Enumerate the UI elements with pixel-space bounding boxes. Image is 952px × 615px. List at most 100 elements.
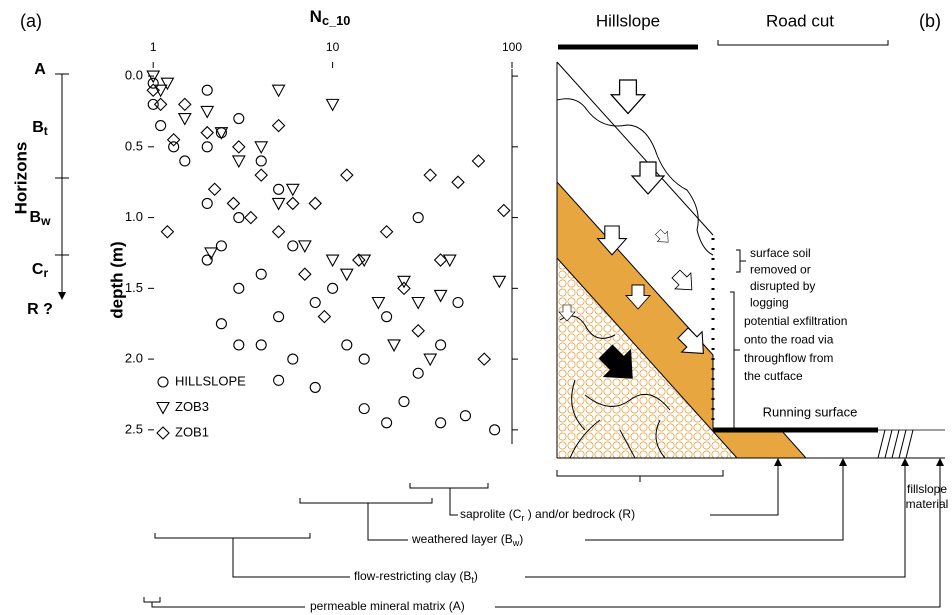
road-cut-label: Road cut bbox=[766, 11, 834, 30]
arrow bbox=[585, 458, 847, 541]
legend-label: HILLSLOPE bbox=[175, 373, 246, 388]
annotation: onto the road via bbox=[744, 332, 834, 346]
point bbox=[477, 352, 491, 366]
horizon-ticks bbox=[55, 73, 69, 256]
annotation: disrupted by bbox=[750, 279, 815, 293]
horizons-title: Horizons bbox=[11, 142, 30, 215]
x-axis-title-part: c_10 bbox=[322, 13, 350, 28]
horizon-label: Cr bbox=[32, 261, 49, 280]
bracket bbox=[143, 597, 305, 608]
point bbox=[358, 403, 370, 415]
point bbox=[371, 296, 386, 310]
point bbox=[155, 120, 167, 132]
point bbox=[201, 141, 213, 153]
road-cut-bracket bbox=[717, 40, 889, 46]
point bbox=[232, 140, 246, 154]
legend-marker bbox=[157, 376, 169, 388]
horizon-label: Bw bbox=[30, 209, 52, 228]
point bbox=[255, 339, 267, 351]
y-tick-label: 0.0 bbox=[125, 68, 143, 83]
horizon-label-part: B bbox=[30, 209, 42, 226]
point bbox=[146, 70, 161, 84]
y-tick-label: 1.5 bbox=[125, 280, 143, 295]
x-tick-label: 1 bbox=[150, 40, 157, 54]
point bbox=[423, 168, 437, 182]
point bbox=[153, 97, 168, 112]
point bbox=[200, 125, 214, 140]
diagram bbox=[143, 40, 945, 608]
point bbox=[297, 240, 312, 254]
point bbox=[435, 339, 447, 351]
layer-label-part: w bbox=[512, 538, 520, 548]
y-tick-label: 2.0 bbox=[125, 351, 143, 366]
x-axis-title-part: N bbox=[310, 7, 322, 26]
point bbox=[201, 197, 213, 209]
layer-label-part: weathered layer (B bbox=[411, 532, 513, 546]
point bbox=[309, 296, 321, 309]
point bbox=[271, 118, 286, 133]
point bbox=[339, 268, 354, 282]
annotation: surface soil bbox=[750, 246, 811, 260]
point bbox=[287, 240, 299, 252]
point bbox=[492, 275, 507, 289]
soil-line bbox=[556, 98, 714, 256]
point bbox=[273, 183, 285, 195]
point bbox=[411, 296, 426, 310]
point bbox=[341, 339, 353, 351]
point bbox=[412, 367, 424, 379]
point bbox=[357, 254, 372, 268]
point bbox=[411, 324, 425, 338]
point bbox=[273, 374, 285, 386]
annotation: the cutface bbox=[744, 369, 803, 383]
bracket bbox=[556, 470, 724, 482]
layer-label-part: r bbox=[521, 513, 524, 523]
point bbox=[146, 83, 160, 98]
point bbox=[166, 132, 181, 147]
bracket bbox=[409, 483, 489, 516]
point bbox=[298, 267, 312, 281]
layer-label-part: ) bbox=[474, 569, 478, 583]
point bbox=[452, 296, 464, 309]
layer-label-part: flow-restricting clay (B bbox=[354, 569, 471, 583]
point bbox=[271, 224, 286, 239]
layer-label: flow-restricting clay (Bt) bbox=[354, 569, 478, 585]
y-axis-title: depth (m) bbox=[107, 241, 126, 318]
x-tick-label: 10 bbox=[326, 40, 340, 54]
point bbox=[325, 254, 340, 268]
legend-label: ZOB1 bbox=[175, 424, 209, 439]
point bbox=[153, 84, 168, 98]
point bbox=[433, 253, 448, 267]
point bbox=[387, 339, 401, 353]
annotation: throughflow from bbox=[744, 351, 833, 365]
point bbox=[254, 168, 268, 182]
point bbox=[423, 353, 438, 367]
layer-label-part: saprolite (C bbox=[460, 507, 522, 521]
point bbox=[451, 175, 465, 189]
point bbox=[244, 210, 258, 225]
legend-marker bbox=[156, 426, 170, 440]
point bbox=[317, 309, 332, 324]
point bbox=[286, 196, 300, 211]
point bbox=[178, 97, 192, 112]
layer-label-part: t bbox=[471, 575, 474, 585]
horizon-label: R ? bbox=[27, 301, 53, 318]
horizon-label-part: R ? bbox=[27, 301, 53, 318]
y-tick-label: 2.5 bbox=[125, 421, 143, 436]
layer-label-part: ) and/or bedrock (R) bbox=[524, 507, 635, 521]
point bbox=[381, 311, 393, 323]
annotation: logging bbox=[750, 296, 789, 310]
horizon-label-part: B bbox=[32, 119, 44, 136]
annotation: fillslope bbox=[907, 482, 947, 496]
bracket bbox=[736, 249, 746, 273]
point bbox=[381, 417, 393, 429]
point bbox=[308, 196, 322, 211]
arrow bbox=[495, 458, 944, 608]
point bbox=[255, 155, 267, 167]
point bbox=[201, 254, 213, 266]
point bbox=[200, 105, 215, 119]
annotation: material bbox=[906, 497, 949, 511]
point bbox=[435, 417, 447, 429]
point bbox=[160, 77, 175, 91]
y-tick-label: 1.0 bbox=[125, 209, 143, 224]
